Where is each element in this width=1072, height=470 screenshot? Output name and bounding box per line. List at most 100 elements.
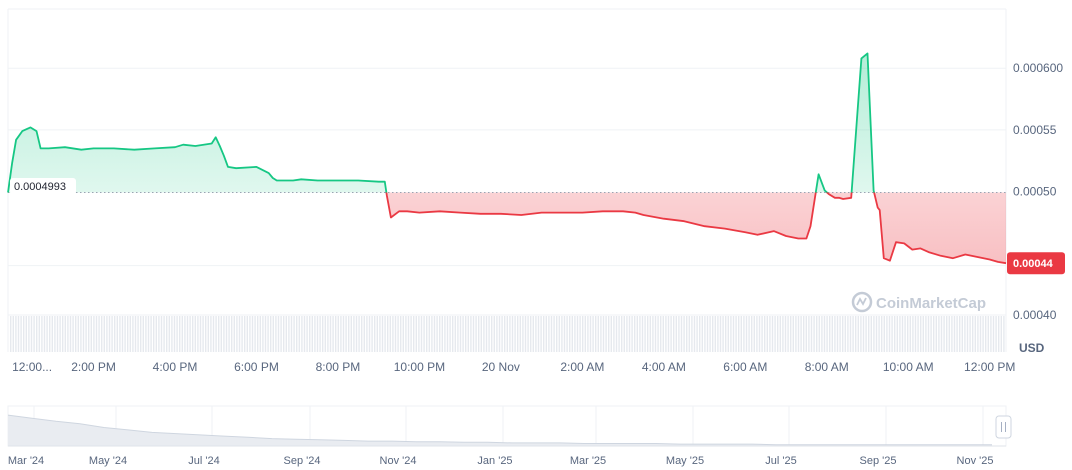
volume-bar <box>623 316 625 352</box>
volume-bar <box>660 316 662 352</box>
volume-bar <box>896 316 898 352</box>
volume-bar <box>688 316 690 352</box>
navigator-date-label: Mar '25 <box>570 455 606 467</box>
volume-bar <box>883 316 885 352</box>
volume-bar <box>181 316 183 352</box>
volume-bar <box>85 316 87 352</box>
volume-bar <box>153 316 155 352</box>
x-tick-label: 4:00 AM <box>642 360 686 374</box>
volume-bar <box>550 316 553 352</box>
volume-bar <box>761 316 763 352</box>
volume-bar <box>938 316 940 352</box>
down-area-fill <box>8 192 1006 264</box>
volume-bar <box>381 316 384 352</box>
volume-bar <box>662 316 664 352</box>
volume-bar <box>478 316 480 352</box>
volume-bar <box>719 316 722 352</box>
volume-bar <box>823 316 826 352</box>
volume-bar <box>171 316 173 352</box>
volume-bar <box>891 316 893 352</box>
volume-bar <box>972 316 974 352</box>
navigator[interactable]: Mar '24 May '24 Jul '24 Sep '24 Nov '24 Jan '… <box>7 405 1012 467</box>
volume-bar <box>847 316 849 352</box>
volume-bar <box>995 316 997 352</box>
volume-bar <box>1000 316 1002 352</box>
volume-bar <box>779 316 781 352</box>
volume-bar <box>675 316 677 352</box>
volume-bar <box>337 316 339 352</box>
volume-bar <box>127 316 129 352</box>
volume-bar <box>951 316 953 352</box>
volume-bar <box>909 316 911 352</box>
volume-bar <box>790 316 792 352</box>
volume-bar <box>176 316 178 352</box>
navigator-handle[interactable] <box>995 415 1012 439</box>
volume-bar <box>699 316 701 352</box>
volume-bar <box>587 316 589 352</box>
volume-bar <box>64 316 66 352</box>
x-tick-label: 10:00 AM <box>883 360 934 374</box>
volume-bar <box>90 316 92 352</box>
volume-bar <box>862 316 865 352</box>
baseline-label: 0.0004993 <box>10 178 76 194</box>
volume-bar <box>496 316 498 352</box>
volume-bar <box>402 316 404 352</box>
volume-bar <box>285 316 287 352</box>
volume-bar <box>764 316 766 352</box>
volume-bar <box>998 316 1000 352</box>
volume-bar <box>303 316 306 352</box>
volume-bar <box>548 316 550 352</box>
volume-bar <box>485 316 488 352</box>
volume-bar <box>714 316 716 352</box>
volume-bar <box>654 316 657 352</box>
volume-bar <box>306 316 308 352</box>
volume-bar <box>251 316 254 352</box>
volume-bar <box>628 316 631 352</box>
volume-bar <box>852 316 854 352</box>
volume-bar <box>426 316 428 352</box>
currency-unit-label: USD <box>1019 341 1045 355</box>
volume-bar <box>220 316 222 352</box>
volume-bar <box>498 316 501 352</box>
volume-bar <box>342 316 345 352</box>
volume-bar <box>10 316 12 352</box>
volume-bar <box>748 316 750 352</box>
volume-bar <box>103 316 105 352</box>
volume-bar <box>818 316 820 352</box>
volume-bar <box>537 316 540 352</box>
volume-bar <box>267 316 269 352</box>
volume-bar <box>784 316 787 352</box>
volume-bar <box>787 316 789 352</box>
volume-bar <box>777 316 779 352</box>
volume-bar <box>621 316 623 352</box>
volume-bar <box>392 316 394 352</box>
volume-bar <box>990 316 992 352</box>
volume-bar <box>600 316 602 352</box>
volume-bar <box>634 316 636 352</box>
volume-bar <box>436 316 438 352</box>
volume-bar <box>810 316 813 352</box>
volume-bar <box>904 316 906 352</box>
volume-bar <box>686 316 688 352</box>
volume-bar <box>145 316 147 352</box>
volume-bar <box>444 316 446 352</box>
volume-bar <box>678 316 680 352</box>
volume-bar <box>12 316 14 352</box>
volume-bar <box>371 316 373 352</box>
current-price-value: 0.00044 <box>1013 258 1054 270</box>
volume-bar <box>834 316 836 352</box>
volume-bar <box>231 316 233 352</box>
volume-bar <box>483 316 485 352</box>
volume-bar <box>134 316 137 352</box>
volume-bar <box>943 316 945 352</box>
volume-bar <box>212 316 215 352</box>
volume-bar <box>985 316 987 352</box>
volume-bar <box>706 316 709 352</box>
volume-bar <box>592 316 594 352</box>
volume-bar <box>413 316 415 352</box>
volume-bar <box>953 316 956 352</box>
coinmarketcap-watermark: CoinMarketCap <box>851 291 986 313</box>
volume-bar <box>288 316 290 352</box>
volume-bar <box>582 316 584 352</box>
navigator-line <box>7 414 992 446</box>
